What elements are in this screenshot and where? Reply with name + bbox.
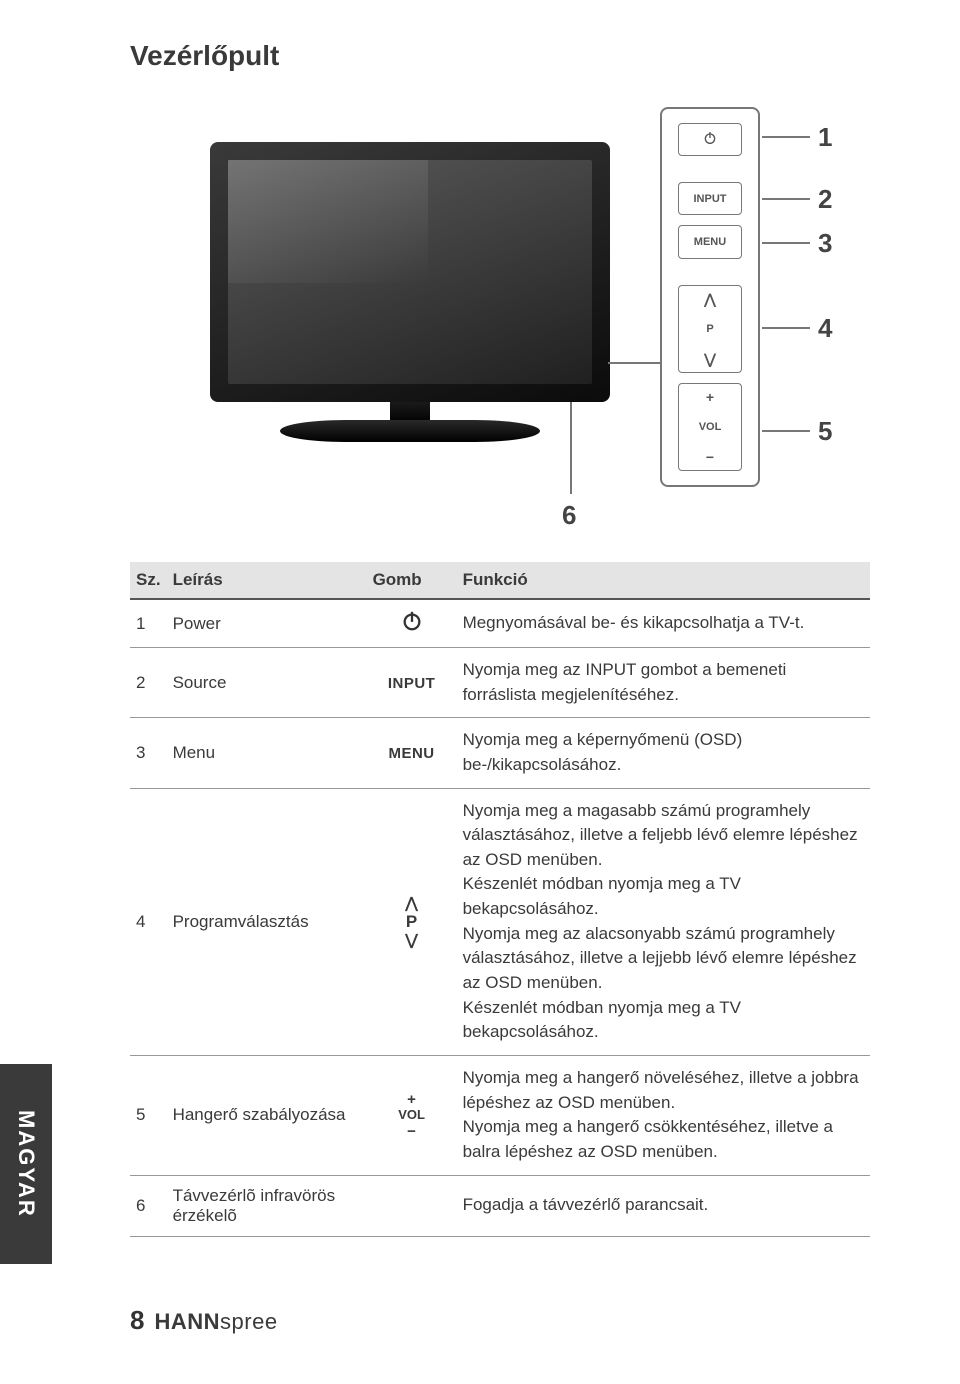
tv-diagram: INPUT MENU ⋀ P ⋁ + VOL − 1 2 3 4 5 xyxy=(150,102,850,542)
table-row: 1 Power Megnyomásával be- és kikapcsolha… xyxy=(130,599,870,648)
gomb-power-icon xyxy=(367,599,457,648)
gomb-program-stack: ⋀ P ⋁ xyxy=(373,895,451,949)
panel-power-button xyxy=(678,123,742,156)
minus-icon: − xyxy=(407,1123,416,1140)
tv-illustration xyxy=(210,142,610,422)
callout-3: 3 xyxy=(818,228,832,259)
panel-menu-button: MENU xyxy=(678,225,742,258)
callout-5: 5 xyxy=(818,416,832,447)
tv-stand-base xyxy=(280,420,540,442)
connector-line xyxy=(608,362,662,364)
th-gomb: Gomb xyxy=(367,562,457,599)
panel-menu-label: MENU xyxy=(694,236,726,248)
gomb-input-label: INPUT xyxy=(388,675,436,692)
tv-bezel xyxy=(210,142,610,402)
leader-5 xyxy=(762,430,810,432)
brand-logo: HANNspree xyxy=(154,1309,277,1335)
leader-4 xyxy=(762,327,810,329)
callout-2: 2 xyxy=(818,184,832,215)
table-row: 5 Hangerő szabályozása + VOL − Nyomja me… xyxy=(130,1055,870,1175)
callout-1: 1 xyxy=(818,122,832,153)
leader-1 xyxy=(762,136,810,138)
callout-4: 4 xyxy=(818,313,832,344)
th-desc: Leírás xyxy=(167,562,367,599)
gomb-menu-label: MENU xyxy=(388,745,434,762)
chevron-down-icon: ⋁ xyxy=(704,352,715,366)
chevron-down-icon: ⋁ xyxy=(405,932,417,949)
page-title: Vezérlőpult xyxy=(130,40,870,72)
leader-6-vline xyxy=(570,402,572,492)
table-row: 6 Távvezérlõ infravörös érzékelõ Fogadja… xyxy=(130,1175,870,1236)
callout-6: 6 xyxy=(562,500,576,531)
th-sz: Sz. xyxy=(130,562,167,599)
panel-p-label: P xyxy=(706,323,713,335)
panel-vol-label: VOL xyxy=(699,421,722,433)
table-row: 3 Menu MENU Nyomja meg a képernyőmenü (O… xyxy=(130,718,870,788)
plus-icon: + xyxy=(407,1091,416,1108)
chevron-up-icon: ⋀ xyxy=(704,292,715,306)
language-tab-label: MAGYAR xyxy=(13,1110,39,1218)
page-number: 8 xyxy=(130,1305,144,1336)
th-func: Funkció xyxy=(457,562,870,599)
page-footer: 8 HANNspree xyxy=(130,1305,278,1336)
panel-program-button: ⋀ P ⋁ xyxy=(678,285,742,373)
control-panel: INPUT MENU ⋀ P ⋁ + VOL − xyxy=(660,107,760,487)
language-tab: MAGYAR xyxy=(0,1064,52,1264)
panel-input-label: INPUT xyxy=(694,193,727,205)
chevron-up-icon: ⋀ xyxy=(405,895,417,912)
leader-3 xyxy=(762,242,810,244)
controls-table: Sz. Leírás Gomb Funkció 1 Power Megnyomá… xyxy=(130,562,870,1237)
power-icon xyxy=(702,130,718,149)
panel-volume-button: + VOL − xyxy=(678,383,742,471)
leader-2 xyxy=(762,198,810,200)
table-row: 2 Source INPUT Nyomja meg az INPUT gombo… xyxy=(130,648,870,718)
table-row: 4 Programválasztás ⋀ P ⋁ Nyomja meg a ma… xyxy=(130,788,870,1055)
tv-screen xyxy=(228,160,592,384)
minus-icon: − xyxy=(706,450,714,464)
gomb-volume-stack: + VOL − xyxy=(373,1091,451,1140)
plus-icon: + xyxy=(706,390,714,404)
panel-input-button: INPUT xyxy=(678,182,742,215)
